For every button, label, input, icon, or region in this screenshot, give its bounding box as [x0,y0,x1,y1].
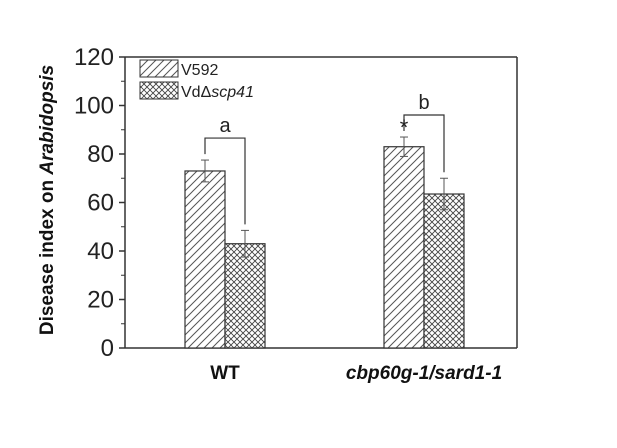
legend-label-vdscp41: VdΔscp41 [181,84,254,101]
significance-bracket [403,114,445,173]
y-tick-label: 40 [87,238,114,265]
bar [224,243,266,349]
legend-swatch-v592 [139,59,179,78]
bar [184,170,226,349]
x-tick-label: cbp60g-1/sard1-1 [346,363,502,384]
y-tick-label: 80 [87,141,114,168]
y-tick-label: 60 [87,190,114,217]
legend-swatch-vdscp41 [139,81,179,100]
y-axis-label: Disease index on Arabidopsis [37,65,58,335]
bars [184,136,465,349]
y-axis-label-prefix: Disease index on [37,175,58,336]
y-tick-label: 120 [74,44,114,71]
bar [383,146,425,349]
legend: V592 VdΔscp41 [139,59,254,101]
significance-bracket [204,137,246,225]
y-axis-label-italic: Arabidopsis [37,65,58,176]
y-tick-label: 100 [74,93,114,120]
significance-letter: a [219,115,231,137]
y-tick-label: 0 [101,335,114,362]
significance-star: * [400,115,409,140]
x-tick-labels: WT cbp60g-1/sard1-1 [210,363,502,384]
y-ticks: 0 20 40 60 80 100 120 [74,44,125,362]
significance-letter: b [418,92,429,114]
legend-label-v592: V592 [181,62,218,79]
bar [423,193,465,349]
x-tick-label: WT [210,363,240,384]
legend-label-vdscp41-italic: scp41 [211,84,254,101]
legend-label-vdscp41-prefix: VdΔ [181,84,212,101]
legend-label-v592-prefix: V592 [181,62,218,79]
y-tick-label: 20 [87,287,114,314]
significance-brackets: a b * [204,92,445,225]
